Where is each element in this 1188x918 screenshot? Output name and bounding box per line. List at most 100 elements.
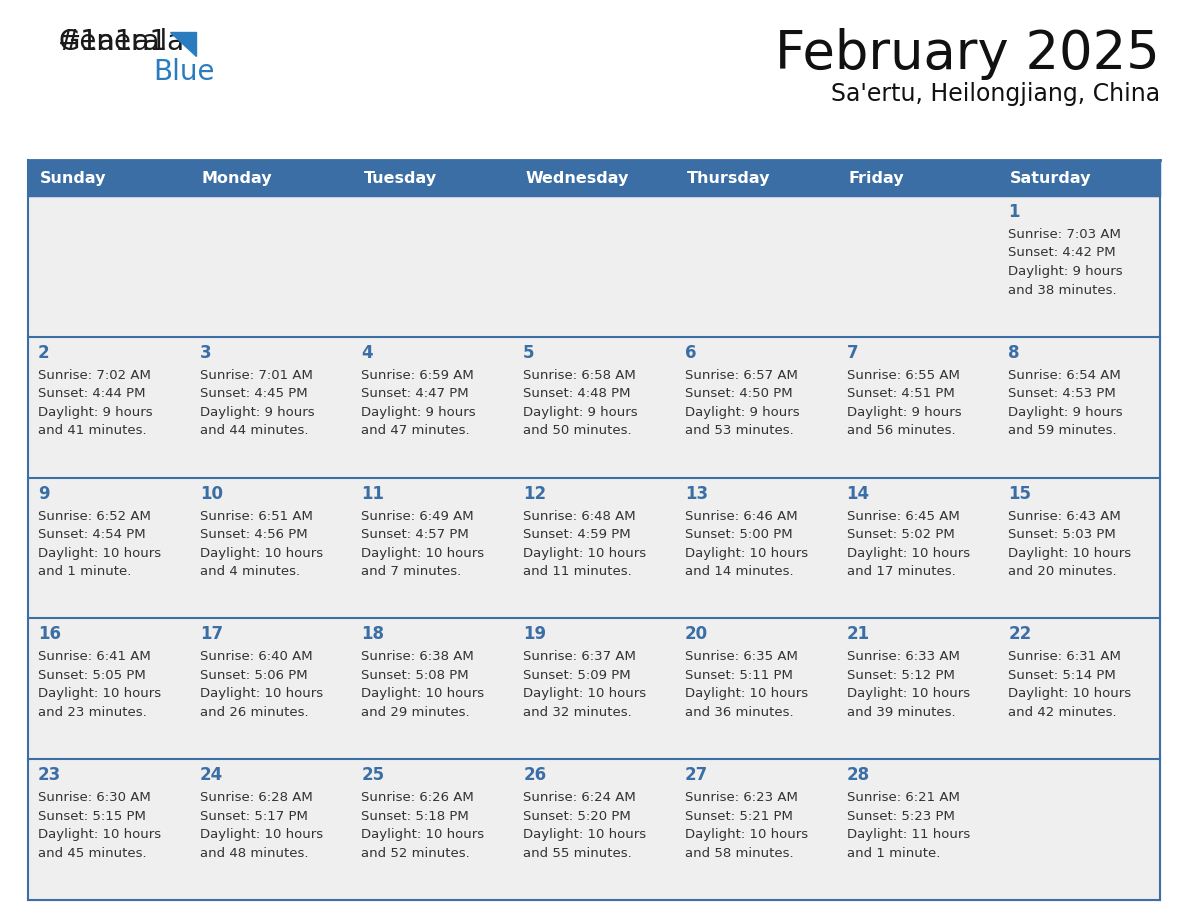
Text: Sunrise: 6:30 AM: Sunrise: 6:30 AM (38, 791, 151, 804)
Text: and 53 minutes.: and 53 minutes. (684, 424, 794, 437)
Text: Sunset: 5:17 PM: Sunset: 5:17 PM (200, 810, 308, 823)
Text: 21: 21 (847, 625, 870, 644)
Text: Daylight: 9 hours: Daylight: 9 hours (200, 406, 315, 419)
Text: 7: 7 (847, 344, 858, 362)
Text: 14: 14 (847, 485, 870, 502)
Text: 8: 8 (1009, 344, 1019, 362)
Text: Wednesday: Wednesday (525, 171, 628, 185)
Text: Sunrise: 6:41 AM: Sunrise: 6:41 AM (38, 650, 151, 664)
Text: Sunset: 5:20 PM: Sunset: 5:20 PM (523, 810, 631, 823)
Text: and 11 minutes.: and 11 minutes. (523, 565, 632, 578)
Text: 18: 18 (361, 625, 385, 644)
Text: and 56 minutes.: and 56 minutes. (847, 424, 955, 437)
Text: Daylight: 10 hours: Daylight: 10 hours (200, 828, 323, 841)
Text: Daylight: 9 hours: Daylight: 9 hours (1009, 406, 1123, 419)
Text: Daylight: 10 hours: Daylight: 10 hours (684, 546, 808, 560)
Text: Sunset: 5:15 PM: Sunset: 5:15 PM (38, 810, 146, 823)
Text: Sunset: 4:48 PM: Sunset: 4:48 PM (523, 387, 631, 400)
Text: Saturday: Saturday (1010, 171, 1092, 185)
Text: Sunrise: 6:31 AM: Sunrise: 6:31 AM (1009, 650, 1121, 664)
Text: Sunset: 5:08 PM: Sunset: 5:08 PM (361, 669, 469, 682)
Text: 5: 5 (523, 344, 535, 362)
Text: Daylight: 9 hours: Daylight: 9 hours (1009, 265, 1123, 278)
Text: Sunset: 5:03 PM: Sunset: 5:03 PM (1009, 528, 1116, 541)
Text: and 52 minutes.: and 52 minutes. (361, 846, 470, 859)
Text: Sunset: 5:14 PM: Sunset: 5:14 PM (1009, 669, 1116, 682)
Bar (29, 619, 1159, 759)
Text: 28: 28 (847, 767, 870, 784)
Text: Sunrise: 6:52 AM: Sunrise: 6:52 AM (38, 509, 151, 522)
Text: Daylight: 9 hours: Daylight: 9 hours (38, 406, 152, 419)
Text: Sunrise: 6:26 AM: Sunrise: 6:26 AM (361, 791, 474, 804)
Text: 24: 24 (200, 767, 223, 784)
Text: 27: 27 (684, 767, 708, 784)
Text: 15: 15 (1009, 485, 1031, 502)
Text: and 26 minutes.: and 26 minutes. (200, 706, 309, 719)
Text: Sa'ertu, Heilongjiang, China: Sa'ertu, Heilongjiang, China (830, 82, 1159, 106)
Text: and 17 minutes.: and 17 minutes. (847, 565, 955, 578)
Text: Sunrise: 6:46 AM: Sunrise: 6:46 AM (684, 509, 797, 522)
Text: Sunset: 4:53 PM: Sunset: 4:53 PM (1009, 387, 1116, 400)
Text: Sunrise: 6:43 AM: Sunrise: 6:43 AM (1009, 509, 1121, 522)
Text: Sunrise: 6:48 AM: Sunrise: 6:48 AM (523, 509, 636, 522)
Text: Sunset: 5:21 PM: Sunset: 5:21 PM (684, 810, 792, 823)
Text: and 45 minutes.: and 45 minutes. (38, 846, 146, 859)
Text: Monday: Monday (202, 171, 272, 185)
Text: Sunset: 5:09 PM: Sunset: 5:09 PM (523, 669, 631, 682)
Text: Daylight: 10 hours: Daylight: 10 hours (361, 828, 485, 841)
Text: Sunset: 5:11 PM: Sunset: 5:11 PM (684, 669, 792, 682)
Text: Daylight: 9 hours: Daylight: 9 hours (847, 406, 961, 419)
Text: 17: 17 (200, 625, 223, 644)
Text: Sunrise: 6:28 AM: Sunrise: 6:28 AM (200, 791, 312, 804)
Text: Sunset: 4:45 PM: Sunset: 4:45 PM (200, 387, 308, 400)
Text: 16: 16 (38, 625, 61, 644)
Text: 23: 23 (38, 767, 62, 784)
Text: Daylight: 10 hours: Daylight: 10 hours (847, 688, 969, 700)
Text: and 32 minutes.: and 32 minutes. (523, 706, 632, 719)
Text: 2: 2 (38, 344, 50, 362)
Text: 4: 4 (361, 344, 373, 362)
Text: Sunset: 5:00 PM: Sunset: 5:00 PM (684, 528, 792, 541)
Text: Daylight: 10 hours: Daylight: 10 hours (684, 688, 808, 700)
Text: Sunrise: 6:45 AM: Sunrise: 6:45 AM (847, 509, 960, 522)
Bar (29, 196, 1159, 337)
Text: Daylight: 10 hours: Daylight: 10 hours (684, 828, 808, 841)
Text: Daylight: 10 hours: Daylight: 10 hours (1009, 546, 1131, 560)
Text: 3: 3 (200, 344, 211, 362)
Text: Thursday: Thursday (687, 171, 770, 185)
Text: and 1 minute.: and 1 minute. (847, 846, 940, 859)
Text: Daylight: 10 hours: Daylight: 10 hours (200, 688, 323, 700)
Text: and 38 minutes.: and 38 minutes. (1009, 284, 1117, 297)
Text: 9: 9 (38, 485, 50, 502)
Text: Sunset: 5:23 PM: Sunset: 5:23 PM (847, 810, 954, 823)
Text: Sunrise: 6:57 AM: Sunrise: 6:57 AM (684, 369, 797, 382)
Text: and 14 minutes.: and 14 minutes. (684, 565, 794, 578)
Text: Sunrise: 6:35 AM: Sunrise: 6:35 AM (684, 650, 797, 664)
Text: and 55 minutes.: and 55 minutes. (523, 846, 632, 859)
Text: Sunset: 5:02 PM: Sunset: 5:02 PM (847, 528, 954, 541)
Text: Daylight: 10 hours: Daylight: 10 hours (1009, 688, 1131, 700)
Text: and 47 minutes.: and 47 minutes. (361, 424, 470, 437)
Text: Sunrise: 6:54 AM: Sunrise: 6:54 AM (1009, 369, 1121, 382)
Text: Daylight: 10 hours: Daylight: 10 hours (38, 688, 162, 700)
Text: 10: 10 (200, 485, 222, 502)
Text: Sunrise: 6:55 AM: Sunrise: 6:55 AM (847, 369, 960, 382)
Text: Daylight: 10 hours: Daylight: 10 hours (38, 546, 162, 560)
Text: Tuesday: Tuesday (364, 171, 436, 185)
Text: and 48 minutes.: and 48 minutes. (200, 846, 308, 859)
Text: and 1 minute.: and 1 minute. (38, 565, 132, 578)
Text: Daylight: 10 hours: Daylight: 10 hours (200, 546, 323, 560)
Text: and 23 minutes.: and 23 minutes. (38, 706, 147, 719)
Text: Daylight: 10 hours: Daylight: 10 hours (523, 688, 646, 700)
Text: Sunrise: 6:33 AM: Sunrise: 6:33 AM (847, 650, 960, 664)
Text: 12: 12 (523, 485, 546, 502)
Text: and 42 minutes.: and 42 minutes. (1009, 706, 1117, 719)
Text: #1a1a1a: #1a1a1a (58, 28, 185, 56)
Text: Sunrise: 6:40 AM: Sunrise: 6:40 AM (200, 650, 312, 664)
Text: Sunset: 4:51 PM: Sunset: 4:51 PM (847, 387, 954, 400)
Text: Sunset: 4:44 PM: Sunset: 4:44 PM (38, 387, 145, 400)
Text: and 36 minutes.: and 36 minutes. (684, 706, 794, 719)
Text: and 7 minutes.: and 7 minutes. (361, 565, 462, 578)
Text: and 4 minutes.: and 4 minutes. (200, 565, 299, 578)
Text: Daylight: 9 hours: Daylight: 9 hours (684, 406, 800, 419)
